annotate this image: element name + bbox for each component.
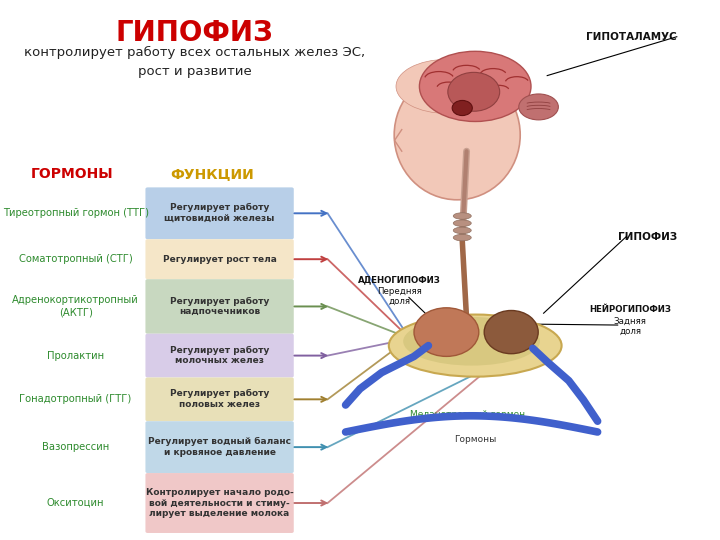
Text: ФУНКЦИИ: ФУНКЦИИ — [171, 167, 254, 181]
Text: Задняя: Задняя — [613, 317, 647, 326]
Ellipse shape — [395, 70, 520, 200]
Ellipse shape — [419, 51, 531, 122]
Text: Передняя: Передняя — [377, 287, 422, 296]
Ellipse shape — [454, 227, 472, 234]
Ellipse shape — [403, 317, 540, 366]
Text: Вазопрессин: Вазопрессин — [42, 442, 109, 452]
Text: Регулирует работу
надпочечников: Регулирует работу надпочечников — [170, 296, 269, 316]
Text: Гонадотропный (ГТГ): Гонадотропный (ГТГ) — [19, 394, 132, 404]
Ellipse shape — [448, 72, 500, 111]
Text: Гормоны: Гормоны — [454, 435, 496, 444]
FancyBboxPatch shape — [145, 377, 294, 421]
Text: Меланотропный гормон: Меланотропный гормон — [410, 410, 526, 420]
Text: Окситоцин: Окситоцин — [47, 498, 104, 508]
Circle shape — [452, 100, 472, 116]
Text: Контролирует начало родо-
вой деятельности и стиму-
лирует выделение молока: Контролирует начало родо- вой деятельнос… — [145, 488, 294, 518]
FancyBboxPatch shape — [145, 279, 294, 334]
Text: контролирует работу всех остальных желез ЭС,
рост и развитие: контролирует работу всех остальных желез… — [24, 46, 365, 78]
Text: Пролактин: Пролактин — [47, 350, 104, 361]
Text: доля: доля — [389, 297, 410, 306]
Text: доля: доля — [619, 327, 641, 336]
Text: Соматотропный (СТГ): Соматотропный (СТГ) — [19, 254, 132, 264]
Ellipse shape — [518, 94, 558, 120]
Text: Адренокортикотропный
(АКТГ): Адренокортикотропный (АКТГ) — [12, 295, 139, 318]
Text: АДЕНОГИПОФИЗ: АДЕНОГИПОФИЗ — [358, 275, 441, 285]
Ellipse shape — [396, 59, 497, 113]
Ellipse shape — [454, 213, 472, 219]
Text: Регулирует работу
молочных желез: Регулирует работу молочных желез — [170, 346, 269, 366]
Ellipse shape — [389, 314, 562, 377]
Text: Регулирует работу
половых желез: Регулирует работу половых желез — [170, 389, 269, 409]
FancyBboxPatch shape — [145, 473, 294, 533]
Text: Регулирует рост тела: Регулирует рост тела — [163, 255, 276, 264]
FancyBboxPatch shape — [145, 187, 294, 239]
FancyBboxPatch shape — [145, 239, 294, 279]
Text: Регулирует работу
щитовидной железы: Регулирует работу щитовидной железы — [164, 204, 275, 223]
FancyBboxPatch shape — [145, 334, 294, 377]
Ellipse shape — [414, 308, 479, 356]
Text: Тиреотропный гормон (ТТГ): Тиреотропный гормон (ТТГ) — [3, 208, 148, 218]
Ellipse shape — [454, 234, 472, 241]
Text: ГИПОФИЗ: ГИПОФИЗ — [115, 19, 274, 47]
Text: ГОРМОНЫ: ГОРМОНЫ — [31, 167, 113, 181]
Ellipse shape — [454, 220, 472, 226]
Text: ГИПОТАЛАМУС: ГИПОТАЛАМУС — [586, 32, 677, 43]
FancyBboxPatch shape — [145, 421, 294, 473]
Ellipse shape — [484, 310, 539, 354]
Text: Регулирует водный баланс
и кровяное давление: Регулирует водный баланс и кровяное давл… — [148, 437, 291, 457]
Text: ГИПОФИЗ: ГИПОФИЗ — [618, 232, 677, 242]
Text: НЕЙРОГИПОФИЗ: НЕЙРОГИПОФИЗ — [589, 305, 671, 314]
